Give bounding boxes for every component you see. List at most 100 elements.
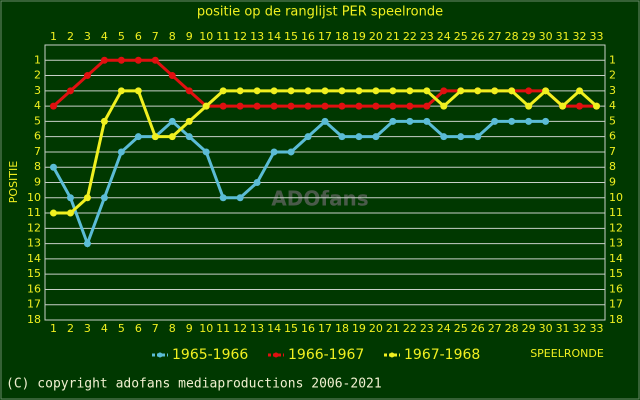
point — [270, 148, 278, 156]
x-tick-label-top: 26 — [471, 30, 485, 43]
point — [253, 102, 261, 110]
point — [185, 117, 193, 125]
y-tick-label-right: 11 — [609, 206, 623, 219]
x-tick-label: 14 — [267, 322, 281, 335]
point — [491, 117, 499, 125]
y-tick-label: 16 — [27, 282, 41, 295]
point — [287, 102, 295, 110]
point — [168, 117, 176, 125]
footer: (C) copyright adofans mediaproductions 2… — [6, 377, 382, 392]
point — [202, 102, 210, 110]
x-tick-label: 32 — [573, 322, 587, 335]
point — [287, 87, 295, 95]
y-axis-label: POSITIE — [7, 161, 20, 203]
y-tick-label-right: 6 — [609, 130, 616, 143]
x-tick-label: 20 — [369, 322, 383, 335]
point — [151, 56, 159, 64]
legend-dot — [157, 352, 163, 358]
x-tick-label-top: 5 — [118, 30, 125, 43]
point — [525, 117, 533, 125]
point — [406, 102, 414, 110]
x-tick-label-top: 25 — [454, 30, 468, 43]
x-tick-label: 11 — [216, 322, 230, 335]
point — [372, 102, 380, 110]
point — [151, 133, 159, 141]
y-tick-label-right: 12 — [609, 221, 623, 234]
x-tick-label-top: 32 — [573, 30, 587, 43]
point — [474, 133, 482, 141]
point — [355, 87, 363, 95]
point — [491, 87, 499, 95]
x-tick-label-top: 9 — [186, 30, 193, 43]
point — [100, 117, 108, 125]
point — [49, 163, 57, 171]
point — [508, 87, 516, 95]
point — [457, 87, 465, 95]
y-tick-label: 7 — [34, 145, 41, 158]
point — [117, 87, 125, 95]
point — [236, 194, 244, 202]
point — [134, 87, 142, 95]
point — [253, 87, 261, 95]
y-tick-label: 5 — [34, 114, 41, 127]
x-tick-label-top: 7 — [152, 30, 159, 43]
x-tick-label-top: 15 — [284, 30, 298, 43]
point — [372, 87, 380, 95]
y-tick-label-right: 17 — [609, 298, 623, 311]
x-tick-label-top: 30 — [539, 30, 553, 43]
point — [83, 194, 91, 202]
point — [542, 87, 550, 95]
point — [338, 133, 346, 141]
point — [100, 194, 108, 202]
x-tick-label: 30 — [539, 322, 553, 335]
point — [338, 102, 346, 110]
legend-dot — [273, 352, 279, 358]
point — [219, 102, 227, 110]
x-tick-label: 25 — [454, 322, 468, 335]
x-tick-label-top: 18 — [335, 30, 349, 43]
y-tick-label-right: 5 — [609, 114, 616, 127]
legend-dot — [389, 352, 395, 358]
point — [423, 87, 431, 95]
y-tick-label-right: 14 — [609, 252, 623, 265]
point — [202, 148, 210, 156]
y-tick-label-right: 9 — [609, 176, 616, 189]
x-tick-label-top: 23 — [420, 30, 434, 43]
point — [49, 102, 57, 110]
point — [321, 87, 329, 95]
x-tick-label: 28 — [505, 322, 519, 335]
y-tick-label-right: 16 — [609, 282, 623, 295]
x-tick-label: 3 — [84, 322, 91, 335]
x-tick-label-top: 24 — [437, 30, 451, 43]
point — [372, 133, 380, 141]
x-tick-label-top: 17 — [318, 30, 332, 43]
x-tick-label: 8 — [169, 322, 176, 335]
watermark: ADOfans — [271, 187, 368, 211]
point — [134, 56, 142, 64]
point — [389, 87, 397, 95]
point — [525, 102, 533, 110]
point — [338, 87, 346, 95]
point — [576, 87, 584, 95]
y-tick-label: 8 — [34, 160, 41, 173]
x-tick-label-top: 8 — [169, 30, 176, 43]
y-tick-label-right: 7 — [609, 145, 616, 158]
point — [389, 117, 397, 125]
y-tick-label-right: 1 — [609, 53, 616, 66]
legend-label: 1967-1968 — [404, 347, 480, 363]
y-tick-label: 1 — [34, 53, 41, 66]
point — [321, 117, 329, 125]
point — [355, 102, 363, 110]
x-tick-label: 19 — [352, 322, 366, 335]
x-tick-label: 10 — [199, 322, 213, 335]
point — [134, 133, 142, 141]
x-tick-label: 33 — [590, 322, 604, 335]
x-tick-label-top: 6 — [135, 30, 142, 43]
y-tick-label: 4 — [34, 99, 41, 112]
x-tick-label-top: 29 — [522, 30, 536, 43]
y-tick-label: 2 — [34, 69, 41, 82]
point — [270, 102, 278, 110]
point — [525, 87, 533, 95]
